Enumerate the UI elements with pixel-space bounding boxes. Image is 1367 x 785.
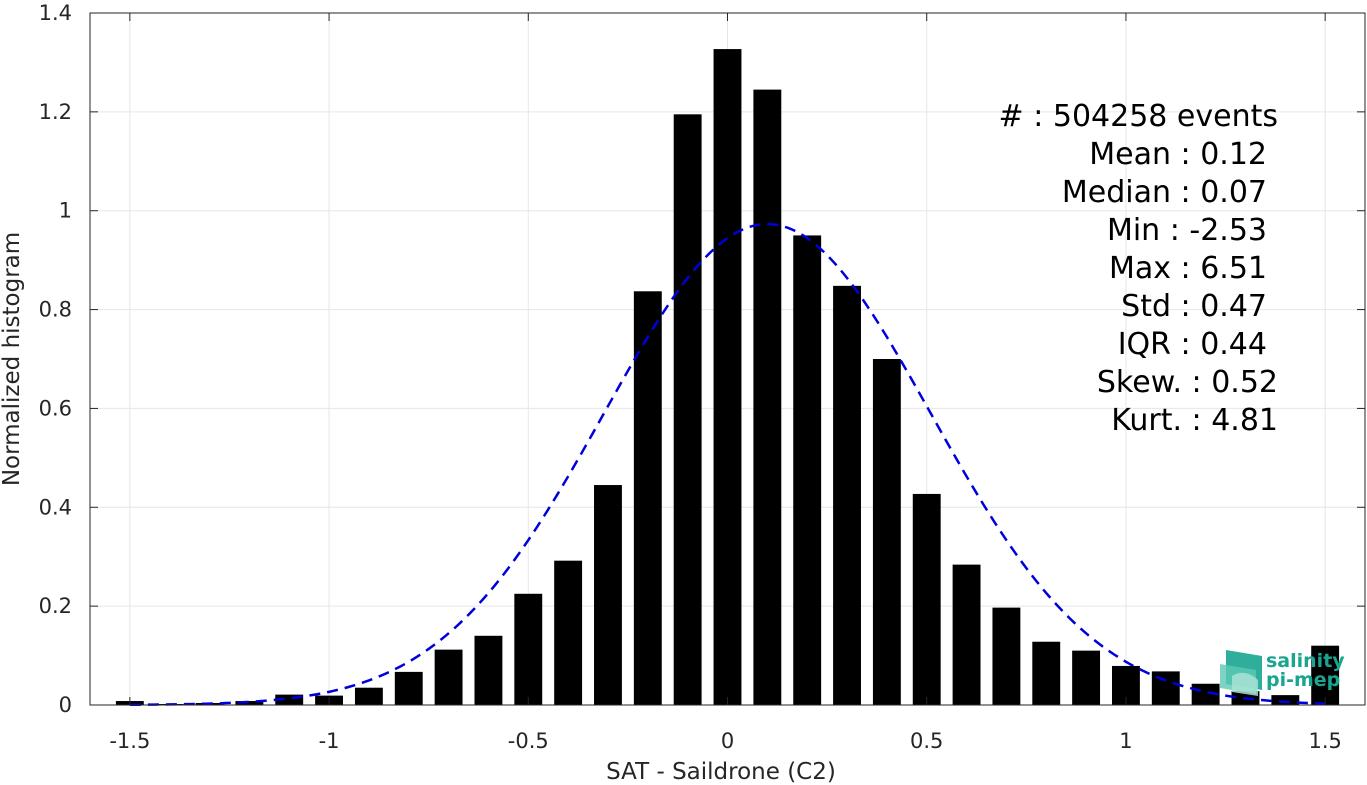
x-tick-label-0: -1.5 [109,729,150,753]
stat-line-7: Skew. : 0.52 [1097,365,1278,400]
salinity-pi-mep-logo: salinity pi-mep [1220,650,1345,696]
y-tick-label-5: 1 [59,199,72,223]
stat-line-5: Std : 0.47 [1121,289,1267,324]
stat-line-1: Mean : 0.12 [1089,137,1267,172]
stat-line-2: Median : 0.07 [1062,175,1267,210]
x-axis-ticks: -1.5 -1 -0.5 0 0.5 1 1.5 [109,13,1342,753]
normal-fit-curve [129,222,1326,707]
histogram-bar-13 [633,291,662,705]
histogram-bar-10 [514,593,543,705]
stat-line-3: Min : -2.53 [1107,213,1267,248]
histogram-bar-22 [992,607,1021,705]
y-tick-label-1: 0.2 [39,594,72,618]
y-tick-label-0: 0 [59,693,72,717]
logo-text-line2: pi-mep [1266,669,1340,691]
histogram-bar-18 [833,285,861,705]
stat-line-8: Kurt. : 4.81 [1111,403,1278,438]
logo-text-line1: salinity [1266,650,1345,672]
x-tick-label-1: -1 [319,729,340,753]
histogram-bar-20 [912,493,941,705]
histogram-bar-8 [434,649,463,705]
stat-line-6: IQR : 0.44 [1118,327,1267,362]
y-tick-label-7: 1.4 [39,1,72,25]
x-axis-label: SAT - Saildrone (C2) [606,759,836,785]
histogram-bar-16 [753,89,782,706]
stat-line-0: # : 504258 events [999,99,1278,134]
histogram-bars [115,49,1340,706]
histogram-bar-15 [713,49,742,705]
histogram-bar-23 [1032,641,1061,705]
logo-emblem-icon [1220,650,1262,696]
histogram-bar-24 [1072,650,1101,705]
x-tick-label-2: -0.5 [508,729,549,753]
y-tick-label-3: 0.6 [39,396,72,420]
histogram-bar-3 [235,701,264,705]
histogram-bar-17 [793,235,822,705]
y-tick-label-4: 0.8 [39,298,72,322]
histogram-bar-9 [474,635,503,705]
y-tick-label-6: 1.2 [39,100,72,124]
histogram-bar-4 [275,694,304,705]
histogram-bar-29 [1271,695,1300,705]
y-axis-label: Normalized histogram [0,232,25,486]
x-tick-label-5: 1 [1119,729,1132,753]
x-tick-label-3: 0 [721,729,734,753]
y-axis-ticks: 0 0.2 0.4 0.6 0.8 1 1.2 1.4 [39,1,1365,717]
histogram-bar-19 [872,359,901,705]
histogram-bar-6 [354,687,383,705]
histogram-bar-30 [1311,645,1340,705]
x-tick-label-4: 0.5 [910,729,943,753]
histogram-bar-12 [594,485,622,705]
histogram-bar-26 [1151,671,1180,705]
histogram-bar-7 [394,671,423,705]
y-tick-label-2: 0.4 [39,495,72,519]
x-tick-label-6: 1.5 [1308,729,1341,753]
histogram-bar-14 [673,114,702,706]
histogram-bar-11 [554,560,583,705]
stat-line-4: Max : 6.51 [1109,251,1267,286]
histogram-bar-21 [952,564,981,705]
